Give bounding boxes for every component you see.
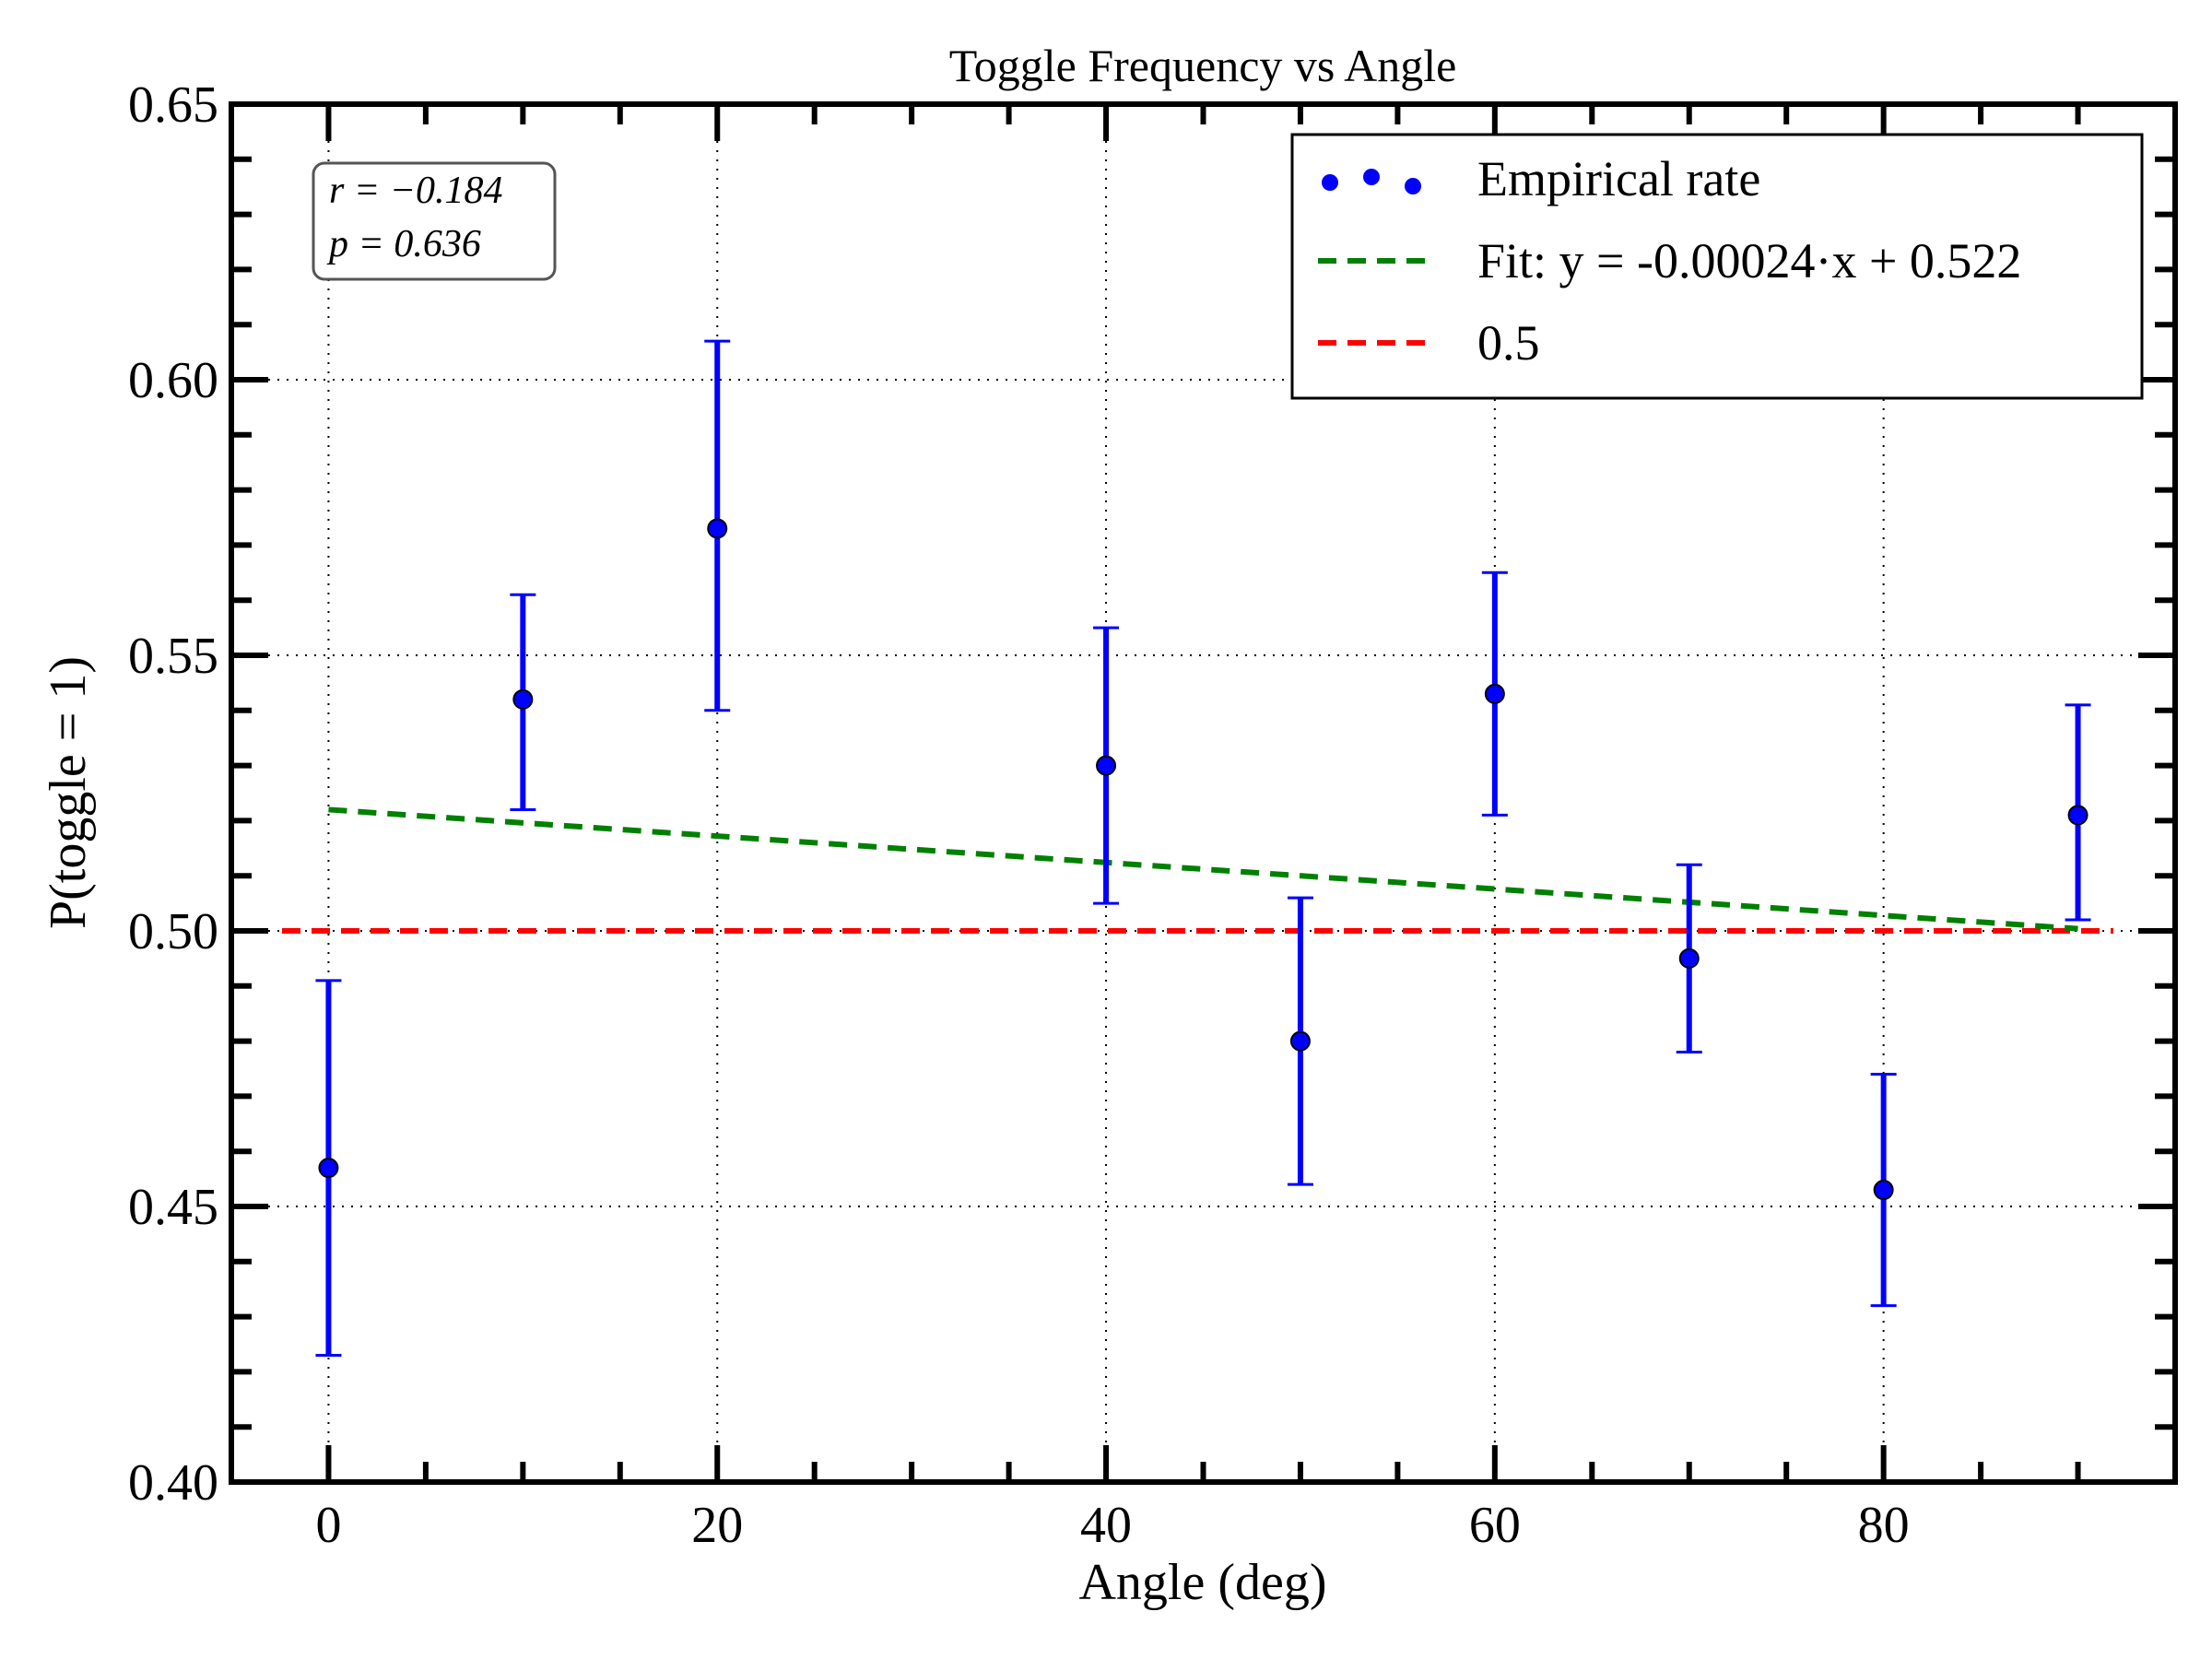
plot-frame (229, 101, 2178, 1485)
y-tick-label: 0.60 (128, 352, 218, 409)
data-point (318, 1158, 339, 1179)
data-point (1289, 1030, 1311, 1052)
legend-label-empirical: Empirical rate (1477, 151, 1760, 206)
x-tick-label: 80 (1858, 1497, 1910, 1554)
x-tick-label: 20 (691, 1497, 743, 1554)
y-tick-label: 0.45 (128, 1179, 218, 1236)
legend-label-threshold: 0.5 (1477, 315, 1540, 371)
fit-line (328, 806, 2078, 932)
x-tick-label: 40 (1080, 1497, 1132, 1554)
fit-line-layer (328, 806, 2078, 932)
legend: Empirical rate Fit: y = -0.00024·x + 0.5… (1290, 133, 2144, 400)
tick-label-layer: 0 20 40 60 80 0.40 0.45 0.50 0.55 0.60 0.65 (128, 76, 1910, 1554)
data-point (1873, 1180, 1894, 1201)
p-value: p = 0.636 (326, 223, 481, 265)
legend-box (1290, 133, 2144, 400)
data-point (2067, 805, 2088, 826)
y-axis-label: P(toggle = 1) (40, 656, 97, 929)
legend-marker-empirical (1322, 169, 1421, 194)
x-tick-label: 60 (1469, 1497, 1521, 1554)
y-tick-label: 0.50 (128, 903, 218, 960)
y-tick-label: 0.55 (128, 628, 218, 685)
x-axis-label: Angle (deg) (1078, 1554, 1326, 1611)
r-statistic: r = −0.184 (329, 170, 503, 212)
data-point (1096, 755, 1117, 776)
stats-annotation: r = −0.184 p = 0.636 (312, 161, 557, 281)
y-tick-label: 0.65 (128, 76, 218, 134)
stats-box (312, 161, 557, 281)
x-tick-label: 0 (315, 1497, 341, 1554)
data-point (707, 518, 728, 539)
data-layer (315, 339, 2091, 1357)
data-point (1484, 683, 1505, 704)
data-point (512, 688, 534, 710)
y-tick-label: 0.40 (128, 1454, 218, 1512)
chart-title: Toggle Frequency vs Angle (949, 40, 1457, 91)
data-point (1678, 947, 1700, 969)
legend-label-fit: Fit: y = -0.00024·x + 0.522 (1477, 233, 2021, 288)
